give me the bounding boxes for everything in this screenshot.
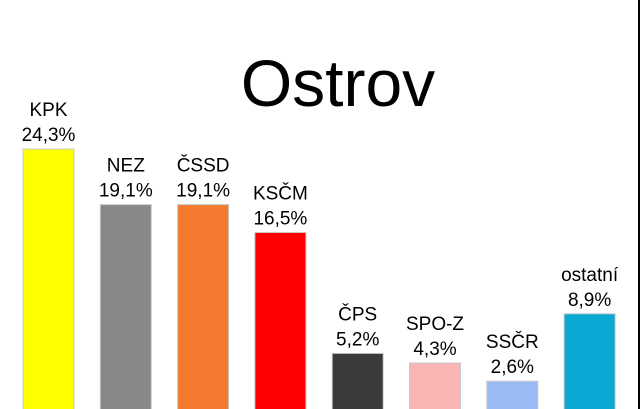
category-label-4: ČPS bbox=[338, 303, 377, 325]
category-label-3: KSČM bbox=[253, 183, 308, 205]
bar-4 bbox=[331, 352, 384, 409]
value-label-1: 19,1% bbox=[99, 181, 153, 202]
bar-7 bbox=[563, 313, 616, 409]
category-label-2: ČSSD bbox=[177, 155, 230, 177]
category-label-6: SSČR bbox=[486, 331, 539, 353]
value-label-2: 19,1% bbox=[176, 181, 230, 202]
value-label-7: 8,9% bbox=[568, 290, 611, 311]
bar-3 bbox=[254, 232, 307, 409]
category-label-7: ostatní bbox=[561, 265, 619, 286]
bar-2 bbox=[177, 204, 230, 409]
category-label-0: KPK bbox=[29, 100, 67, 121]
value-label-4: 5,2% bbox=[336, 329, 379, 350]
value-label-0: 24,3% bbox=[22, 125, 76, 146]
value-label-3: 16,5% bbox=[253, 209, 307, 230]
bars-group: KPK 24,3% NEZ 19,1% ČSSD 19,1% KSČM 16,5% ČPS 5,2… bbox=[22, 100, 619, 409]
bar-6 bbox=[486, 380, 539, 409]
bar-5 bbox=[409, 362, 461, 409]
bar-1 bbox=[99, 204, 152, 409]
category-label-1: NEZ bbox=[107, 156, 145, 177]
value-label-6: 2,6% bbox=[491, 357, 534, 378]
value-label-5: 4,3% bbox=[413, 339, 456, 360]
category-label-5: SPO-Z bbox=[406, 314, 464, 335]
chart-title: Ostrov bbox=[241, 46, 435, 120]
bar-0 bbox=[22, 148, 75, 409]
